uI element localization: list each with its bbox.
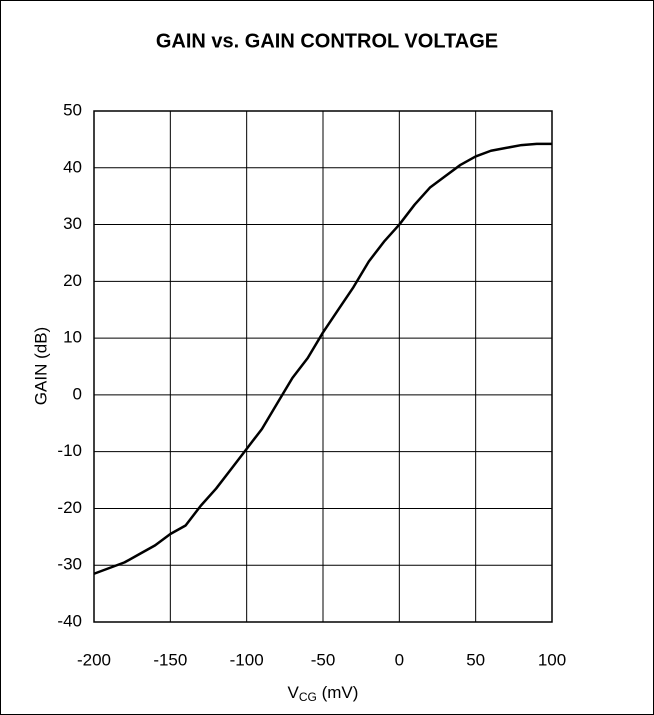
y-tick-label: 30 — [63, 214, 82, 233]
y-tick-label: -40 — [57, 611, 82, 630]
y-tick-label: 0 — [73, 384, 82, 403]
x-tick-label: -100 — [230, 650, 264, 669]
chart-title: GAIN vs. GAIN CONTROL VOLTAGE — [156, 30, 498, 52]
plot-border — [93, 110, 553, 623]
y-tick-label: -30 — [57, 555, 82, 574]
x-tick-label: 0 — [395, 650, 404, 669]
x-label-rest: (mV) — [317, 683, 359, 702]
y-tick-label: -10 — [57, 441, 82, 460]
y-tick-label: -20 — [57, 498, 82, 517]
x-label-sub: CG — [299, 690, 317, 704]
x-tick-label: -150 — [153, 650, 187, 669]
y-tick-label: 10 — [63, 328, 82, 347]
y-axis-label: GAIN (dB) — [31, 327, 50, 405]
x-tick-label: -200 — [77, 650, 111, 669]
x-tick-label: 100 — [538, 650, 566, 669]
x-tick-label: 50 — [466, 650, 485, 669]
y-tick-label: 20 — [63, 271, 82, 290]
x-tick-label: -50 — [311, 650, 336, 669]
x-axis-label: VCG (mV) — [288, 683, 359, 704]
y-tick-label: 40 — [63, 157, 82, 176]
x-label-main: V — [288, 683, 300, 702]
y-tick-label: 50 — [63, 100, 82, 119]
data-line — [93, 142, 552, 575]
